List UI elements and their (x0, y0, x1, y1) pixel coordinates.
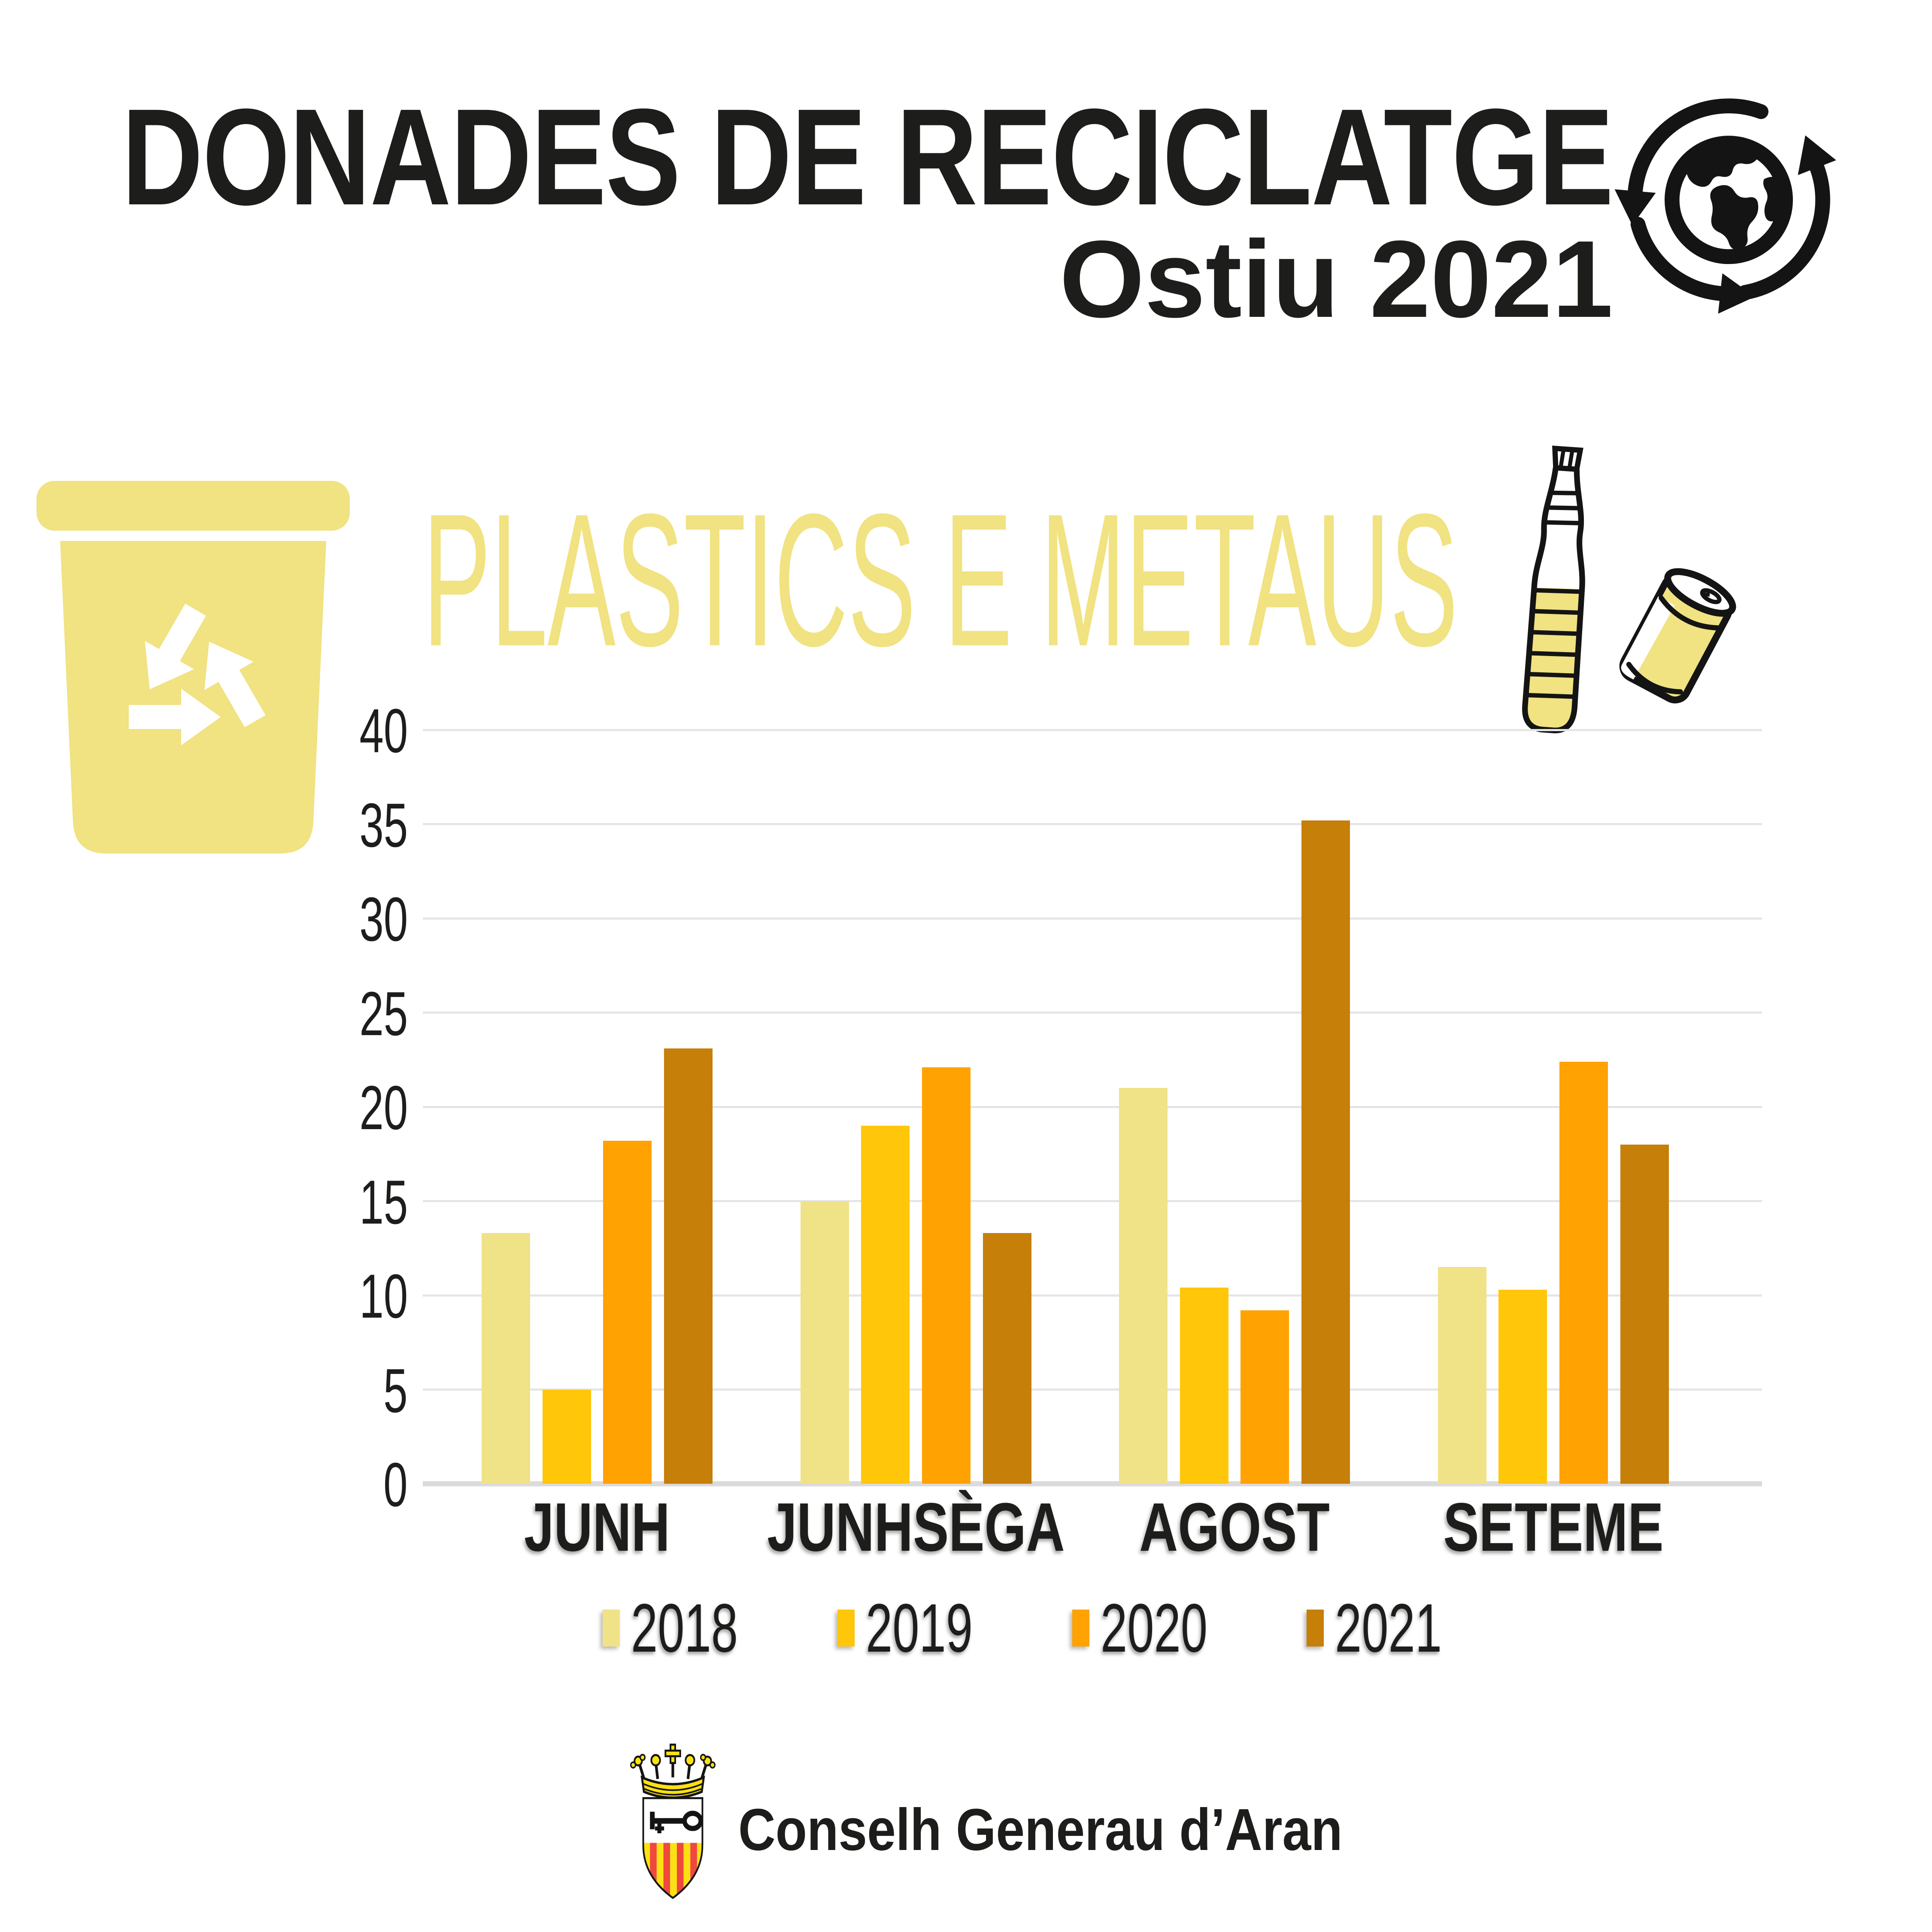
legend-label-2021: 2021 (1335, 1589, 1442, 1666)
chart-legend: 2018 2019 2020 2021 (423, 1594, 1668, 1662)
key-charge (650, 1810, 703, 1834)
legend-swatch-2018 (602, 1610, 620, 1646)
legend-item-2020: 2020 (1072, 1594, 1253, 1662)
legend-item-2019: 2019 (837, 1594, 1019, 1662)
recycle-symbol-icon (129, 604, 266, 745)
legend-label-2019: 2019 (865, 1589, 973, 1666)
bar-JUNHSÈGA-2018 (800, 1201, 849, 1484)
bar-JUNHSÈGA-2019 (861, 1125, 910, 1484)
gridline-35 (423, 823, 1762, 825)
bar-SETEME-2020 (1559, 1061, 1608, 1484)
x-axis-label-JUNHSÈGA: JUNHSÈGA (767, 1488, 1065, 1565)
gridline-10 (423, 1294, 1762, 1297)
y-axis-tick-35: 35 (359, 790, 408, 860)
legend-swatch-2021 (1307, 1610, 1324, 1646)
y-axis-tick-5: 5 (383, 1355, 408, 1425)
x-axis-label-JUNH: JUNH (524, 1488, 670, 1565)
gridline-25 (423, 1012, 1762, 1014)
gridline-5 (423, 1388, 1762, 1391)
chart-title: PLASTICS E METAUS (423, 475, 1458, 686)
gridline-20 (423, 1106, 1762, 1108)
y-axis-tick-20: 20 (359, 1073, 408, 1142)
bar-JUNH-2019 (542, 1389, 591, 1484)
page-subtitle: Ostiu 2021 (1059, 218, 1613, 340)
bar-JUNH-2021 (664, 1048, 713, 1484)
globe-recycle-icon (1614, 98, 1836, 314)
gridline-40 (423, 729, 1762, 731)
gridline-15 (423, 1200, 1762, 1202)
recycling-bin-icon (36, 481, 350, 854)
bar-AGOST-2020 (1240, 1310, 1289, 1484)
bar-SETEME-2018 (1438, 1267, 1486, 1484)
legend-swatch-2020 (1072, 1610, 1089, 1646)
bar-JUNH-2018 (482, 1233, 530, 1484)
coat-of-arms-icon (630, 1744, 716, 1899)
bar-JUNHSÈGA-2021 (983, 1233, 1031, 1484)
x-axis-label-AGOST: AGOST (1139, 1488, 1330, 1565)
bar-AGOST-2019 (1180, 1288, 1228, 1484)
legend-label-2020: 2020 (1100, 1589, 1207, 1666)
bar-JUNHSÈGA-2020 (922, 1067, 971, 1484)
bar-SETEME-2019 (1498, 1289, 1547, 1484)
legend-item-2018: 2018 (602, 1589, 784, 1666)
bar-AGOST-2021 (1301, 820, 1350, 1484)
y-axis-tick-40: 40 (359, 696, 408, 766)
page-title: DONADES DE RECICLATGE (121, 80, 1614, 234)
bar-JUNH-2020 (603, 1141, 652, 1484)
bottle-icon (1522, 445, 1585, 733)
legend-swatch-2019 (837, 1610, 855, 1646)
legend-item-2021: 2021 (1307, 1594, 1488, 1662)
gridline-30 (423, 917, 1762, 920)
legend-label-2018: 2018 (631, 1589, 738, 1666)
bar-AGOST-2018 (1119, 1088, 1168, 1484)
x-axis-label-SETEME: SETEME (1443, 1488, 1664, 1565)
footer-org-name: Conselh Generau d’Aran (738, 1797, 1343, 1863)
y-axis-tick-0: 0 (383, 1450, 408, 1519)
y-axis-tick-15: 15 (359, 1167, 408, 1237)
y-axis-tick-30: 30 (359, 884, 408, 954)
gridline-0 (423, 1481, 1762, 1486)
bar-SETEME-2021 (1620, 1144, 1669, 1484)
y-axis-tick-25: 25 (359, 978, 408, 1048)
can-icon (1619, 568, 1736, 704)
y-axis-tick-10: 10 (359, 1261, 408, 1331)
